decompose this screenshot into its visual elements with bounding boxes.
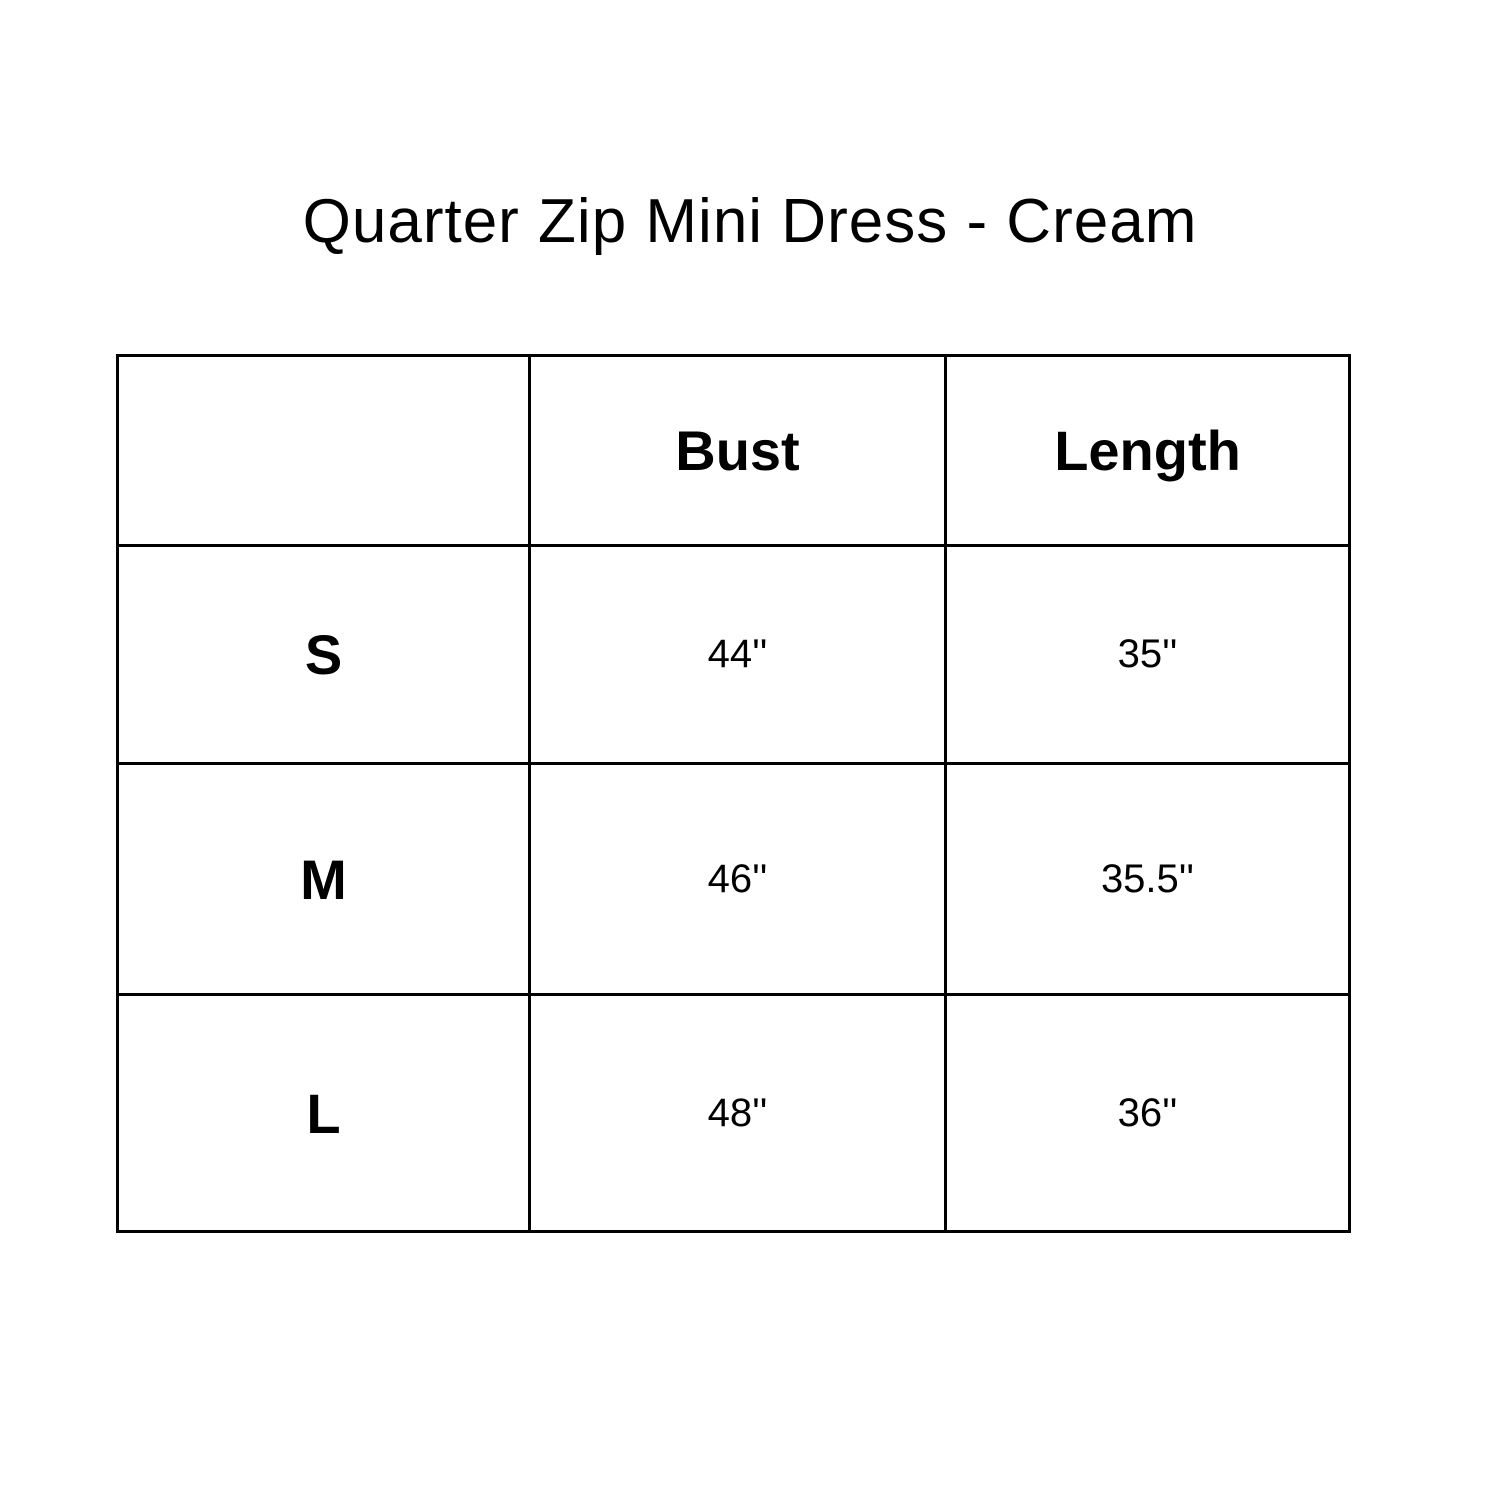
table-header-row: Bust Length <box>116 354 1351 547</box>
header-bust: Bust <box>528 354 947 547</box>
header-length: Length <box>944 354 1351 547</box>
table-row: S 44'' 35'' <box>116 544 1351 765</box>
table-row: L 48'' 36'' <box>116 993 1351 1233</box>
length-value: 35.5'' <box>944 762 1351 996</box>
page-title: Quarter Zip Mini Dress - Cream <box>302 187 1198 256</box>
header-empty-cell <box>116 354 531 547</box>
bust-value: 48'' <box>528 993 947 1233</box>
table-row: M 46'' 35.5'' <box>116 762 1351 996</box>
length-value: 36'' <box>944 993 1351 1233</box>
size-chart-table: Bust Length S 44'' 35'' M 46'' 35.5'' L … <box>116 354 1351 1233</box>
size-label: M <box>116 762 531 996</box>
length-value: 35'' <box>944 544 1351 765</box>
size-label: L <box>116 993 531 1233</box>
bust-value: 46'' <box>528 762 947 996</box>
bust-value: 44'' <box>528 544 947 765</box>
size-label: S <box>116 544 531 765</box>
